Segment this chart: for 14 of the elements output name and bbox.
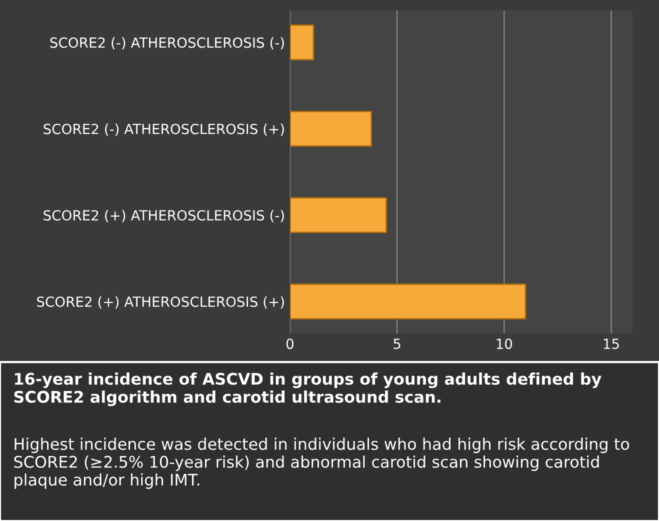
x-tick-label: 0 bbox=[286, 338, 294, 350]
text: 16-year incidence of ASCVD in groups of young adults defined by SCORE2 algorithm and carotid ultrasound scan. bbox=[14, 372, 602, 406]
x-tick-label: 10 bbox=[496, 338, 512, 350]
bar bbox=[290, 24, 314, 60]
bar bbox=[290, 284, 526, 320]
y-tick-label: SCORE2 (-) ATHEROSCLEROSIS (+) bbox=[44, 123, 284, 136]
bar bbox=[290, 197, 388, 234]
y-tick-label: SCORE2 (+) ATHEROSCLEROSIS (-) bbox=[44, 210, 284, 222]
y-tick-label: SCORE2 (-) ATHEROSCLEROSIS (-) bbox=[50, 37, 284, 50]
text: Highest incidence was detected in individuals who had high risk according to SCORE2 (≥2.5% 10-year risk) and abnormal carotid scan showing carotid plaque and/or high IMT. bbox=[14, 438, 630, 489]
x-tick-label: 5 bbox=[394, 338, 400, 350]
bar bbox=[290, 110, 372, 147]
y-tick-label: SCORE2 (+) ATHEROSCLEROSIS (+) bbox=[37, 296, 284, 309]
x-tick-label: 15 bbox=[604, 338, 619, 350]
